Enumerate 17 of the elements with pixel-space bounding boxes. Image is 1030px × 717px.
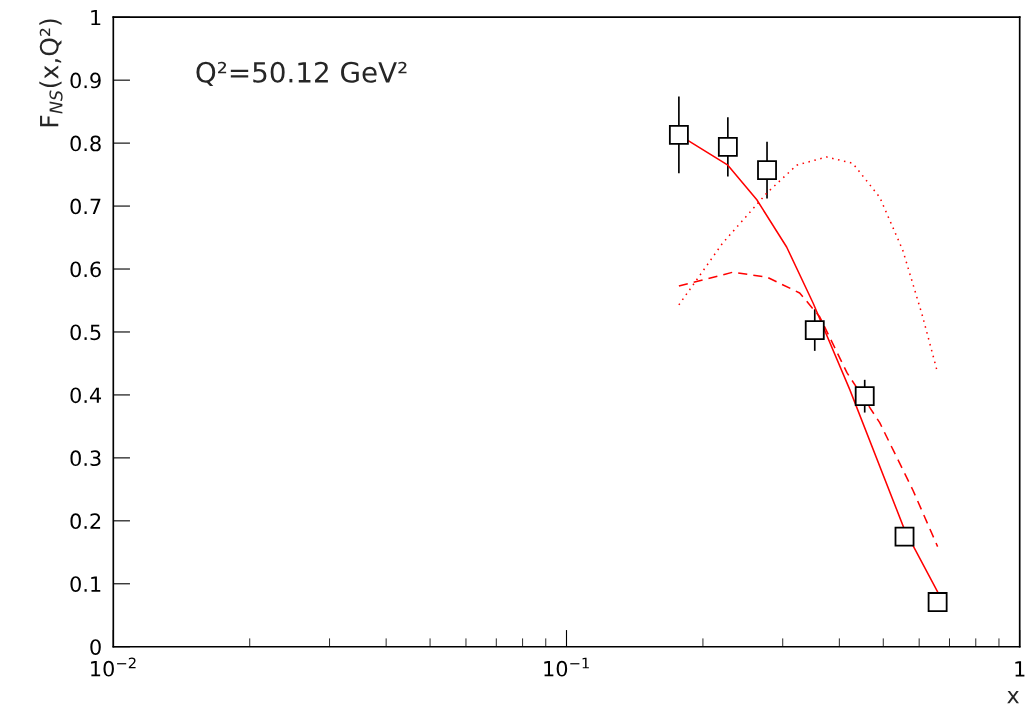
y-tick-label: 0 <box>90 639 101 655</box>
y-tick-label: 1 <box>91 9 101 26</box>
x-tick-label: 10$^{−1}$ <box>544 657 589 677</box>
y-tick-label: 0.9 <box>70 72 101 89</box>
y-tick-label: 0.3 <box>70 450 101 467</box>
annotation: Q²=50.12 GeV² <box>196 61 407 86</box>
y-axis-title: F$_{NS}$(x,Q²) <box>39 19 63 127</box>
y-tick-label: 0.5 <box>70 324 101 341</box>
y-tick-label: 0.7 <box>70 198 101 215</box>
y-tick-label: 0.8 <box>70 135 101 152</box>
y-tick-label: 0.1 <box>70 576 101 592</box>
x-tick-label: 1 <box>1015 661 1025 677</box>
y-tick-label: 0.6 <box>70 261 101 278</box>
x-tick-label: 10$^{−2}$ <box>91 657 136 677</box>
x-axis-title: x <box>1007 691 1019 704</box>
y-tick-label: 0.2 <box>70 513 101 530</box>
y-tick-label: 0.4 <box>70 387 102 404</box>
